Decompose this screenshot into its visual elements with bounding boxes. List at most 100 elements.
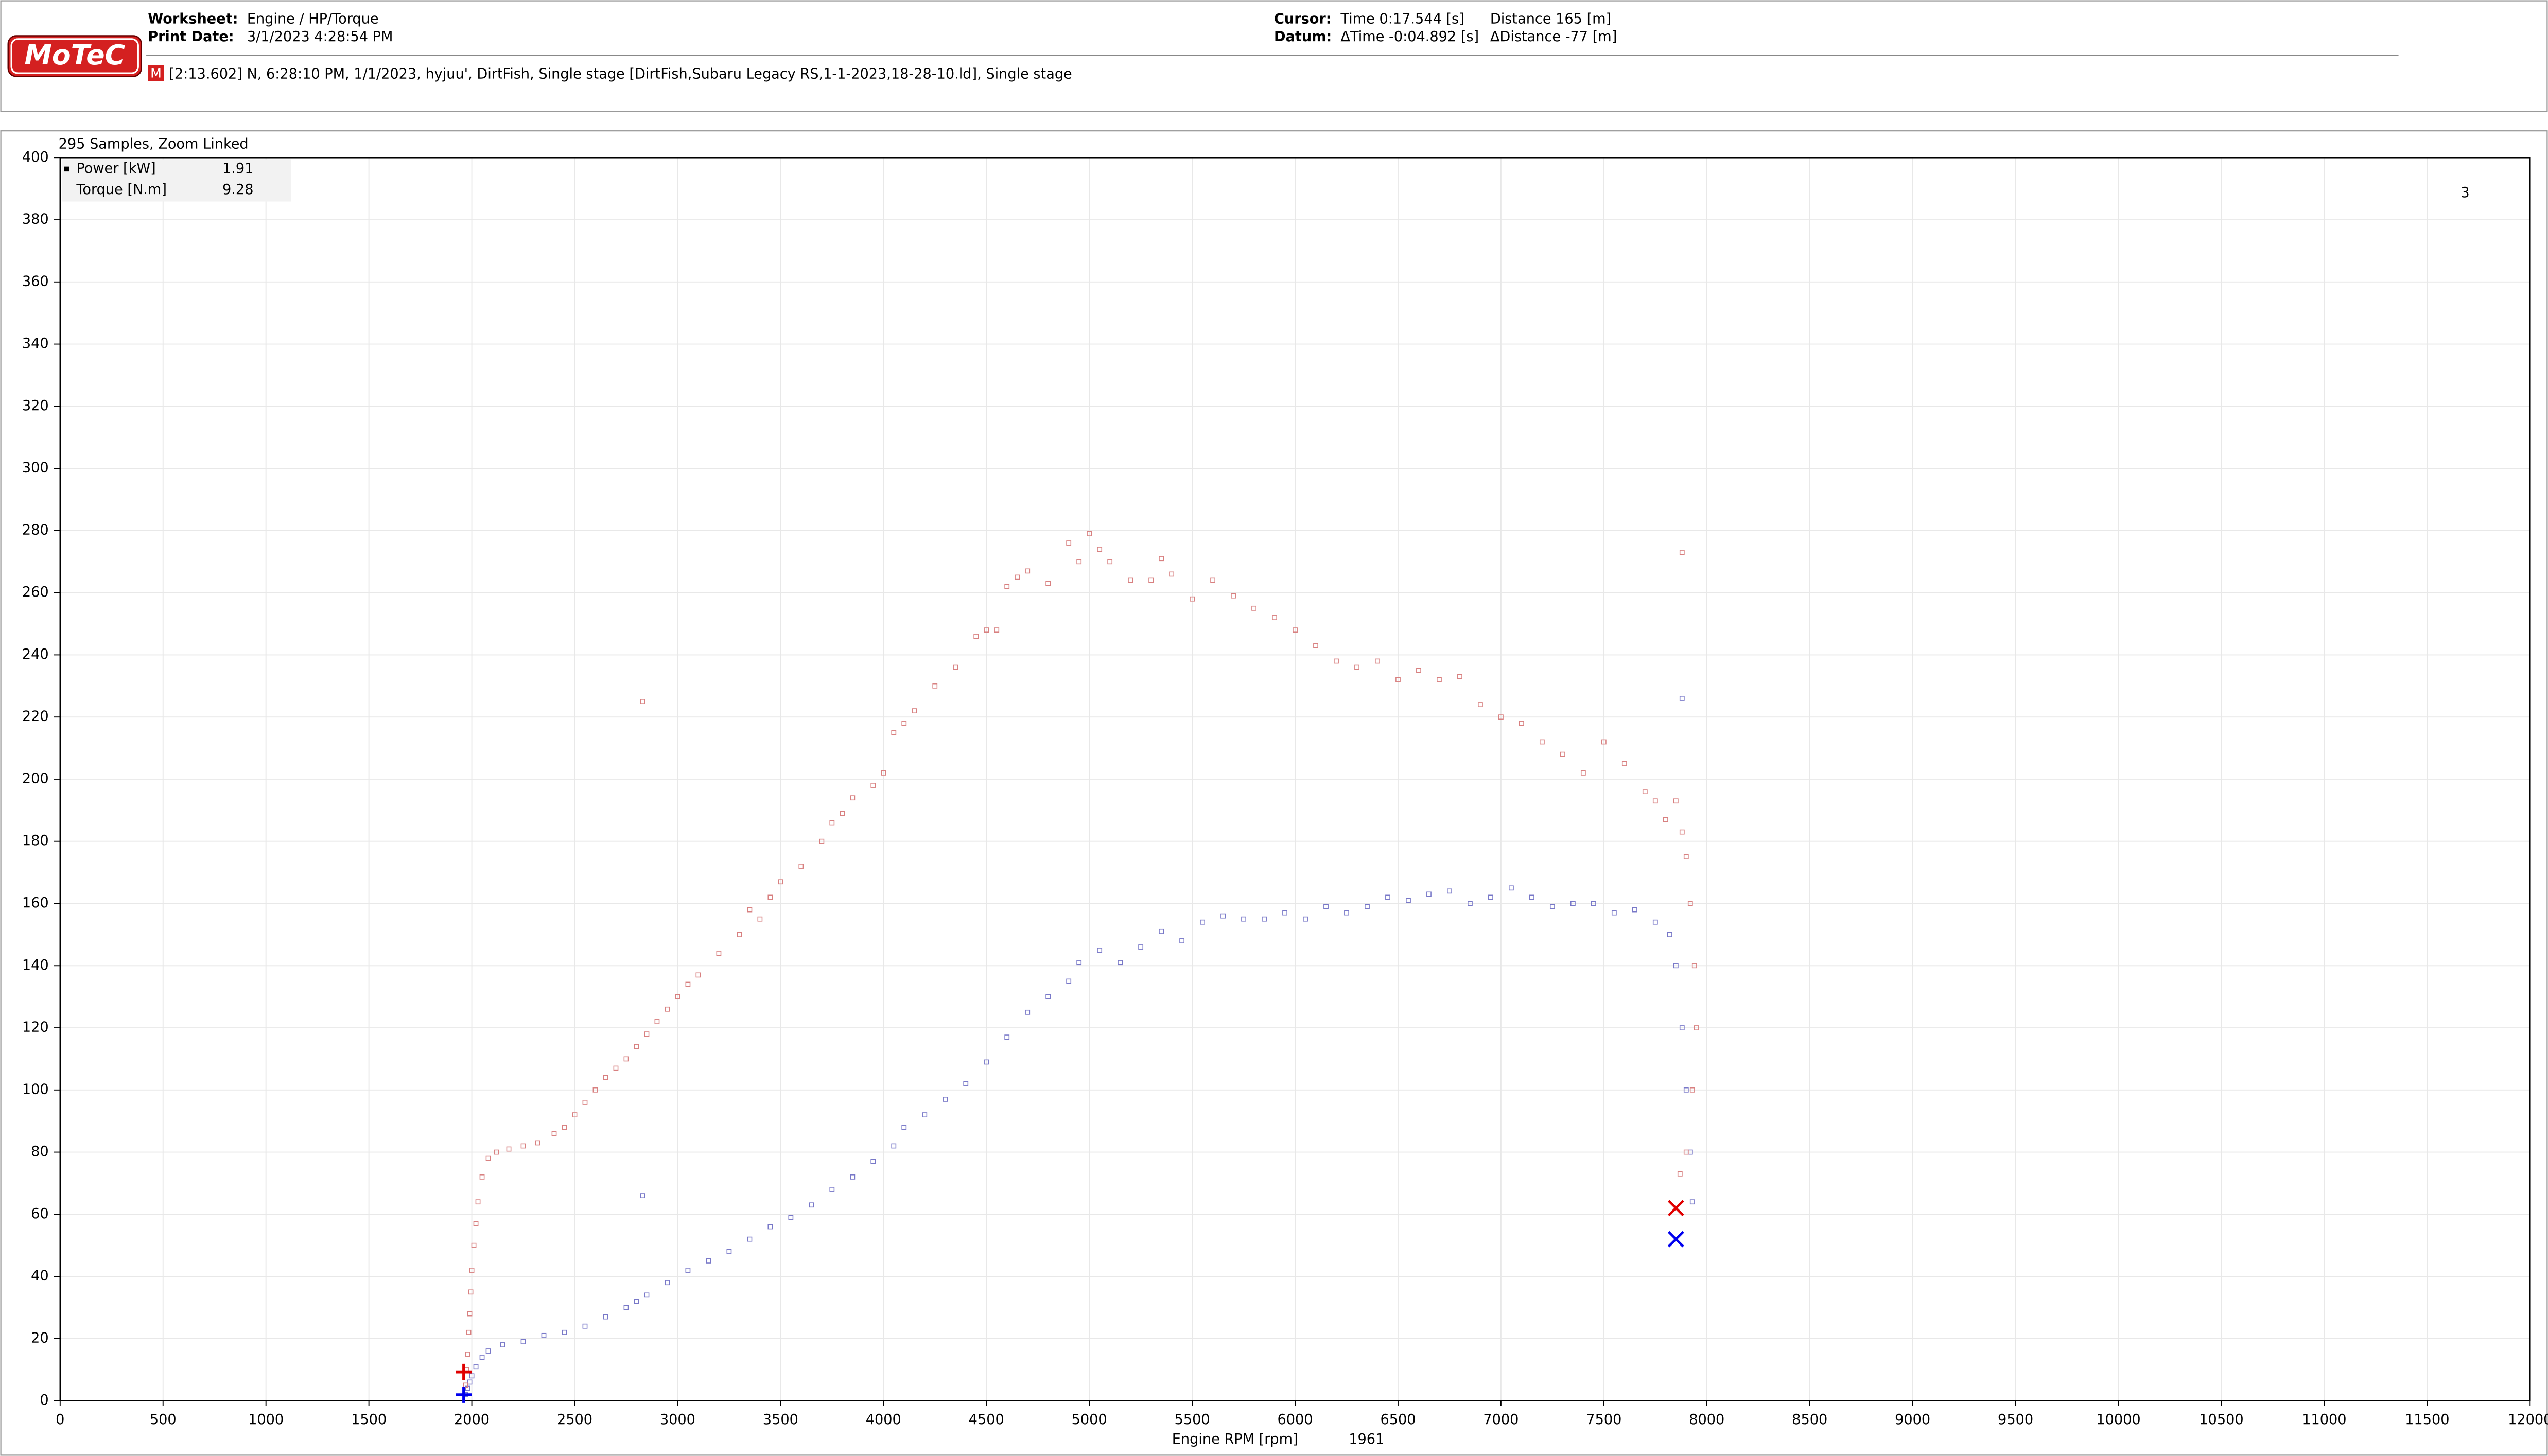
data-point xyxy=(963,1081,969,1086)
data-point xyxy=(1683,854,1689,859)
data-point xyxy=(695,972,701,978)
data-point xyxy=(1025,568,1031,574)
data-point xyxy=(1097,547,1103,552)
data-point xyxy=(1241,916,1246,922)
y-tick-label: 60 xyxy=(31,1206,49,1222)
data-point xyxy=(1689,1087,1695,1093)
data-point xyxy=(737,932,742,937)
data-point xyxy=(1447,888,1452,894)
cursor-marker xyxy=(456,1363,472,1380)
data-point xyxy=(901,1125,907,1130)
data-point xyxy=(1375,658,1380,664)
y-tick-label: 40 xyxy=(31,1268,49,1284)
x-tick-label: 2000 xyxy=(454,1412,490,1428)
data-point xyxy=(1679,550,1685,555)
x-tick-label: 7000 xyxy=(1483,1412,1519,1428)
chart-subtitle: 295 Samples, Zoom Linked xyxy=(59,136,249,152)
data-point xyxy=(1468,901,1473,906)
data-point xyxy=(1076,559,1082,565)
datum-distance: ΔDistance -77 [m] xyxy=(1490,29,1617,45)
data-point xyxy=(471,1242,477,1248)
data-point xyxy=(463,1382,468,1388)
data-point xyxy=(479,1355,485,1360)
y-tick-label: 0 xyxy=(40,1392,48,1408)
data-point xyxy=(1138,944,1144,950)
data-point xyxy=(634,1044,639,1049)
legend-value: 1.91 xyxy=(222,161,253,177)
data-point xyxy=(1210,577,1215,583)
y-tick-label: 260 xyxy=(22,584,49,600)
data-point xyxy=(778,879,783,885)
data-point xyxy=(582,1100,588,1105)
data-point xyxy=(520,1143,526,1149)
cursor-distance: Distance 165 [m] xyxy=(1490,11,1611,27)
y-tick-label: 200 xyxy=(22,770,49,786)
header-panel xyxy=(0,0,2548,112)
data-point xyxy=(829,1187,835,1192)
data-point xyxy=(485,1155,491,1161)
cursor-x: 1961 xyxy=(1349,1431,1384,1447)
data-point xyxy=(1004,584,1010,589)
data-point xyxy=(582,1323,588,1329)
worksheet-label: Worksheet: xyxy=(148,11,238,27)
data-point xyxy=(932,683,938,689)
data-point xyxy=(466,1329,472,1335)
legend-name: Power [kW] xyxy=(76,161,155,177)
worksheet: Engine / HP/Torque xyxy=(247,11,379,27)
x-tick-label: 9000 xyxy=(1895,1412,1930,1428)
x-tick-label: 5000 xyxy=(1072,1412,1107,1428)
data-point xyxy=(1015,574,1020,580)
data-point xyxy=(901,721,907,726)
data-point xyxy=(1097,948,1103,953)
data-point xyxy=(1689,1199,1695,1205)
data-point xyxy=(1549,904,1555,909)
x-tick-label: 11000 xyxy=(2302,1412,2346,1428)
x-tick-label: 1000 xyxy=(248,1412,284,1428)
data-point xyxy=(1159,928,1164,934)
x-tick-label: 6500 xyxy=(1380,1412,1416,1428)
y-tick-label: 180 xyxy=(22,833,49,849)
data-point xyxy=(1220,913,1226,919)
plot-frame xyxy=(59,157,2531,1401)
data-point xyxy=(520,1339,526,1344)
x-tick-label: 5500 xyxy=(1175,1412,1210,1428)
data-point xyxy=(1529,894,1534,900)
y-tick-label: 360 xyxy=(22,273,49,289)
y-tick-label: 80 xyxy=(31,1144,49,1160)
x-tick-label: 4500 xyxy=(969,1412,1004,1428)
data-point xyxy=(973,634,979,639)
data-point xyxy=(623,1305,629,1310)
data-point xyxy=(1498,714,1504,720)
cursor-label: Cursor: xyxy=(1274,11,1332,27)
data-point xyxy=(468,1289,474,1295)
data-point xyxy=(467,1311,473,1317)
data-point xyxy=(603,1075,608,1080)
data-point xyxy=(1128,577,1133,583)
data-point xyxy=(1679,829,1685,835)
data-point xyxy=(1509,885,1514,891)
data-point xyxy=(1652,798,1658,804)
data-point xyxy=(850,1174,856,1180)
x-tick-label: 6000 xyxy=(1278,1412,1313,1428)
y-tick-label: 400 xyxy=(22,149,49,165)
x-tick-label: 8000 xyxy=(1689,1412,1724,1428)
data-point xyxy=(1169,571,1175,577)
data-point xyxy=(1416,668,1421,673)
data-point xyxy=(1570,901,1576,906)
data-point xyxy=(1282,910,1287,916)
data-point xyxy=(1580,770,1586,776)
data-point xyxy=(1601,739,1607,745)
data-point xyxy=(485,1348,491,1354)
data-point xyxy=(603,1314,608,1320)
data-point xyxy=(1066,978,1072,984)
y-tick-label: 320 xyxy=(22,398,49,414)
legend-value: 9.28 xyxy=(222,182,253,198)
data-point xyxy=(891,730,897,735)
data-point xyxy=(1591,901,1596,906)
data-point xyxy=(1621,761,1627,766)
datum-time: ΔTime -0:04.892 [s] xyxy=(1340,29,1479,45)
data-point xyxy=(1437,677,1442,682)
data-point xyxy=(640,1193,645,1199)
